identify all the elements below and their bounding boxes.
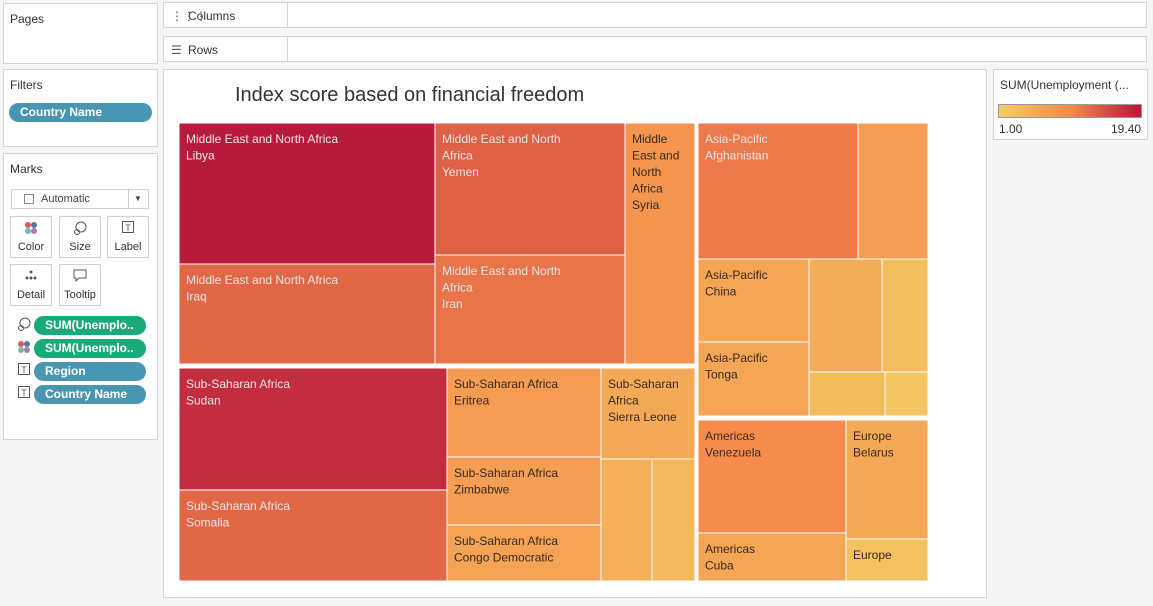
legend-min-label: 1.00: [999, 122, 1023, 136]
view-panel: Index score based on financial freedom: [163, 69, 987, 598]
tooltip-button-label: Tooltip: [64, 289, 96, 301]
filters-panel: Filters Country Name: [3, 69, 158, 147]
legend-title: SUM(Unemployment (...: [1000, 78, 1129, 92]
marks-field-color[interactable]: SUM(Unemplo..: [34, 339, 146, 358]
color-icon: [11, 221, 51, 241]
marks-field-region[interactable]: Region: [34, 362, 146, 381]
pages-panel: Pages: [3, 3, 158, 64]
size-icon: [60, 221, 100, 241]
marks-field-size[interactable]: SUM(Unemplo..: [34, 316, 146, 335]
size-icon: [16, 317, 32, 333]
rows-label: Rows: [188, 43, 219, 57]
columns-shelf[interactable]: ⋮⋮⋮ Columns: [163, 2, 1147, 28]
detail-icon: [11, 269, 51, 289]
svg-text:T: T: [21, 388, 27, 398]
color-icon: [16, 340, 32, 356]
marks-field-country-name[interactable]: Country Name: [34, 385, 146, 404]
color-button[interactable]: Color: [10, 216, 52, 258]
svg-text:T: T: [21, 365, 27, 375]
size-button-label: Size: [69, 241, 91, 253]
svg-text:T: T: [125, 223, 131, 233]
columns-label: Columns: [188, 9, 236, 23]
tooltip-icon: [60, 269, 100, 289]
rows-shelf[interactable]: ☰ Rows: [163, 36, 1147, 62]
tooltip-button[interactable]: Tooltip: [59, 264, 101, 306]
rows-icon: ☰: [171, 43, 182, 57]
detail-button[interactable]: Detail: [10, 264, 52, 306]
columns-icon: ⋮⋮⋮: [171, 9, 207, 23]
filter-pill-country-name[interactable]: Country Name: [9, 103, 152, 122]
legend-max-label: 19.40: [1110, 122, 1141, 136]
color-button-label: Color: [17, 241, 45, 253]
mark-type-label: Automatic: [41, 193, 90, 205]
label-button-label: Label: [114, 241, 142, 253]
checkbox-icon: [24, 194, 34, 204]
legend-gradient-bar: [998, 104, 1142, 118]
size-button[interactable]: Size: [59, 216, 101, 258]
chevron-down-icon: ▼: [128, 190, 147, 208]
pages-title: Pages: [10, 12, 45, 26]
label-button[interactable]: T Label: [107, 216, 149, 258]
detail-button-label: Detail: [16, 289, 46, 301]
text-label-icon: T: [108, 221, 148, 241]
marks-title: Marks: [10, 162, 43, 176]
text-label-icon: T: [16, 386, 32, 402]
filters-title: Filters: [10, 78, 43, 92]
mark-type-dropdown[interactable]: Automatic ▼: [11, 189, 149, 209]
chart-title: Index score based on financial freedom: [235, 84, 585, 106]
legend-panel: SUM(Unemployment (... 1.00 19.40: [993, 69, 1148, 140]
text-label-icon: T: [16, 363, 32, 379]
